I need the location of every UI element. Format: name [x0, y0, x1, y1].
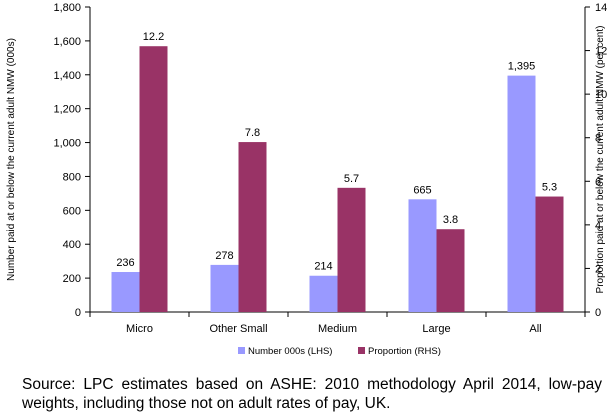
combo-bar-chart: 0 200 400 600 800 1,000 1,200 1,400 1,600 1,800 0 2…: [6, 2, 607, 357]
right-tick-label: 12: [595, 46, 607, 58]
data-label-proportion: 3.8: [443, 214, 458, 226]
left-tick-label: 1,000: [53, 138, 81, 150]
data-label-number: 236: [116, 257, 134, 269]
x-tick-label: Large: [422, 323, 450, 335]
legend-swatch: [238, 347, 245, 354]
source-note: Source: LPC estimates based on ASHE: 201…: [22, 376, 602, 412]
bar-proportion: [436, 229, 465, 312]
right-tick-label: 4: [595, 220, 601, 232]
legend-label: Proportion (RHS): [368, 346, 441, 357]
bar-number-000s: [408, 199, 437, 312]
legend-label: Number 000s (LHS): [248, 346, 332, 357]
left-tick-label: 1,600: [53, 36, 81, 48]
right-tick-label: 6: [595, 176, 601, 188]
legend-swatch: [358, 347, 365, 354]
bar-proportion: [337, 187, 366, 312]
data-label-number: 214: [314, 261, 332, 273]
left-tick-label: 200: [63, 273, 81, 285]
left-tick-label: 800: [63, 171, 81, 183]
left-axis-title: Number paid at or below the current adul…: [6, 38, 17, 281]
bar-number-000s: [111, 272, 140, 312]
left-tick-label: 1,400: [53, 70, 81, 82]
right-tick-label: 8: [595, 133, 601, 145]
x-tick-label: Other Small: [209, 323, 267, 335]
data-label-number: 278: [215, 250, 233, 262]
left-tick-label: 0: [75, 307, 81, 319]
data-label-number: 1,395: [508, 61, 536, 73]
bar-number-000s: [309, 275, 338, 312]
x-tick-label: Medium: [318, 323, 357, 335]
left-tick-label: 400: [63, 239, 81, 251]
data-label-proportion: 7.8: [245, 127, 260, 139]
bar-number-000s: [210, 264, 239, 312]
right-tick-label: 0: [595, 307, 601, 319]
right-axis-title: Proportion paid at or below the current …: [595, 26, 606, 294]
data-label-proportion: 5.7: [344, 173, 359, 185]
data-label-number: 665: [413, 184, 431, 196]
right-tick-label: 2: [595, 263, 601, 275]
bar-proportion: [238, 142, 267, 312]
left-tick-label: 600: [63, 205, 81, 217]
left-tick-label: 1,200: [53, 104, 81, 116]
right-tick-label: 10: [595, 89, 607, 101]
bar-number-000s: [507, 75, 536, 312]
left-tick-label: 1,800: [53, 2, 81, 14]
right-tick-label: 14: [595, 2, 607, 14]
data-label-proportion: 12.2: [143, 31, 164, 43]
x-tick-label: Micro: [126, 323, 153, 335]
bar-proportion: [139, 46, 168, 312]
x-tick-label: All: [529, 323, 541, 335]
bar-proportion: [535, 196, 564, 312]
data-label-proportion: 5.3: [542, 182, 557, 194]
